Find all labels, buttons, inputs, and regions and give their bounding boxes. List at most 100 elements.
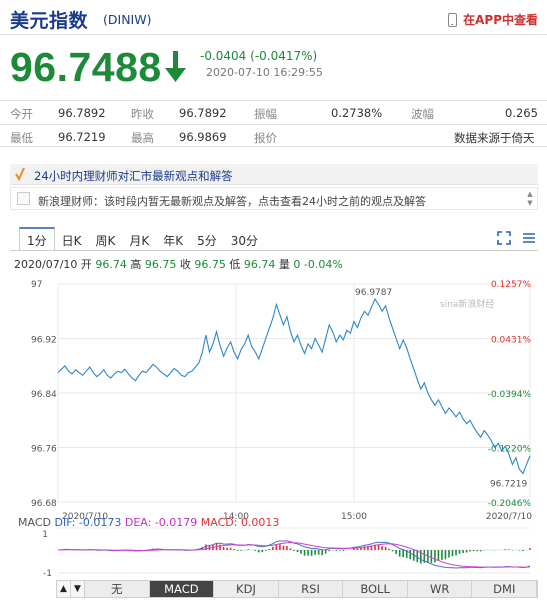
stat-label: 报价 [254,131,277,145]
ohlc-date: 2020/07/10 [14,258,78,271]
tab-5min[interactable]: 5分 [197,234,217,248]
macd-histogram [60,543,531,564]
stats-row-2: 最低 96.7219 最高 96.9869 报价 数据来源于倚天 [0,124,547,147]
stat-value: 96.7892 [179,106,227,120]
macd-readout: MACD DIF: -0.0173 DEA: -0.0179 MACD: 0.0… [18,516,279,529]
ohlc-open-label: 开 [80,258,92,271]
news-scroll-control[interactable]: ▲ ▼ [527,190,533,207]
low-marker-label: 96.7219 [490,479,527,489]
avatar [17,192,30,205]
indicator-boll[interactable]: BOLL [343,581,408,597]
tab-week-k[interactable]: 周K [95,234,116,248]
y-axis-right: 0.1257% 0.0431% -0.0394% -0.1220% -0.2046% [488,280,532,509]
tab-30min[interactable]: 30分 [230,234,259,248]
check-icon [15,167,25,181]
stat-label: 昨收 [131,107,154,121]
x-axis: 2020/7/10 14:00 15:00 2020/7/10 [62,512,532,522]
scroll-left-button[interactable]: ▲ [57,581,71,597]
tabs-divider [10,250,538,251]
dif-line [57,540,531,569]
price-line [57,297,531,475]
stat-label: 波幅 [411,107,434,121]
stats-row-1: 今开 96.7892 昨收 96.7892 振幅 0.2738% 波幅 0.26… [0,100,547,123]
ohlc-high-label: 高 [130,258,142,271]
ohlc-low: 96.74 [243,258,276,271]
x-tick-label: 2020/7/10 [486,512,532,522]
macd-dea: DEA: -0.0179 [124,516,198,529]
watermark: sina新浪财经 [440,298,494,310]
stat-label: 最低 [10,131,33,145]
pct-tick-label: 0.1257% [491,280,531,290]
symbol-code: (DINIW) [103,12,152,27]
open-in-app-label: 在APP中查看 [463,13,538,27]
stat-value: 0.265 [505,106,538,120]
phone-icon [448,12,458,27]
x-tick-label: 15:00 [341,512,367,522]
tab-month-k[interactable]: 月K [129,234,150,248]
y-tick-label: 96.84 [31,390,57,400]
data-source: 数据来源于倚天 [454,131,535,145]
ohlc-pct: -0.04% [303,258,343,271]
stat-label: 最高 [131,131,154,145]
menu-icon[interactable] [522,231,536,245]
macd-dif: DIF: -0.0173 [54,516,122,529]
ohlc-readout: 2020/07/10 开 96.74 高 96.75 收 96.75 低 96.… [14,256,343,272]
pct-tick-label: -0.2046% [488,499,532,509]
dea-line [58,541,531,568]
ohlc-vol: 0 [293,258,301,271]
stat-value: 0.2738% [331,106,383,120]
x-tick-label: 14:00 [223,512,249,522]
tab-day-k[interactable]: 日K [61,234,82,248]
current-price: 96.7488 [10,44,162,90]
high-marker-label: 96.9787 [355,288,392,298]
pct-tick-label: -0.0394% [488,390,532,400]
stat-value: 96.7892 [58,106,106,120]
ohlc-high: 96.75 [144,258,177,271]
indicator-rsi[interactable]: RSI [279,581,344,597]
ohlc-close: 96.75 [194,258,226,271]
stat-label: 振幅 [254,107,277,121]
news-message[interactable]: 新浪理财师：该时段内暂无最新观点及解答，点击查看24小时之前的观点及解答 [38,195,426,208]
indicator-wr[interactable]: WR [408,581,473,597]
macd-value: MACD: 0.0013 [200,516,280,529]
macd-title: MACD [18,516,51,529]
ohlc-low-label: 低 [229,258,241,271]
ohlc-close-label: 收 [179,258,191,271]
y-axis-left: 97 96.92 96.84 96.76 96.68 [31,280,57,509]
y-tick-label: 97 [31,280,42,290]
period-tabs: 1分 日K 周K 月K 年K 5分 30分 [19,227,265,251]
indicator-macd[interactable]: MACD [149,581,215,597]
chart-grid [57,283,531,503]
tab-1min[interactable]: 1分 [19,227,55,251]
news-heading: 24小时内理财师对汇市最新观点和解答 [34,169,233,183]
macd-tick-top: 1 [42,530,48,540]
indicator-tabs: ▲ ▼ 无 MACD KDJ RSI BOLL WR DMI [56,580,538,598]
tab-year-k[interactable]: 年K [163,234,184,248]
fullscreen-icon[interactable] [497,231,511,245]
indicator-none[interactable]: 无 [85,581,150,597]
pct-tick-label: -0.1220% [488,445,532,455]
x-tick-label: 2020/7/10 [62,512,108,522]
stat-label: 今开 [10,107,33,121]
pct-tick-label: 0.0431% [491,336,531,346]
news-heading-bar[interactable]: 24小时内理财师对汇市最新观点和解答 [10,164,538,185]
news-item[interactable]: 新浪理财师：该时段内暂无最新观点及解答，点击查看24小时之前的观点及解答 ▲ ▼ [10,187,538,210]
open-in-app-link[interactable]: 在APP中查看 [448,11,538,28]
ohlc-vol-label: 量 [278,258,290,271]
indicator-dmi[interactable]: DMI [472,581,538,597]
indicator-kdj[interactable]: KDJ [214,581,279,597]
price-change: -0.0404 (-0.0417%) [200,49,318,63]
stat-value: 96.7219 [58,130,106,144]
page-title: 美元指数 [10,10,89,32]
stat-value: 96.9869 [179,130,227,144]
y-tick-label: 96.92 [31,336,57,346]
y-tick-label: 96.68 [31,499,57,509]
ohlc-open: 96.74 [95,258,127,271]
quote-time: 2020-07-10 16:29:55 [206,66,323,79]
y-tick-label: 96.76 [31,445,57,455]
header-divider [0,34,547,35]
scroll-right-button[interactable]: ▼ [71,581,85,597]
arrow-down-icon [165,51,186,82]
macd-tick-bottom: -1 [43,569,52,578]
